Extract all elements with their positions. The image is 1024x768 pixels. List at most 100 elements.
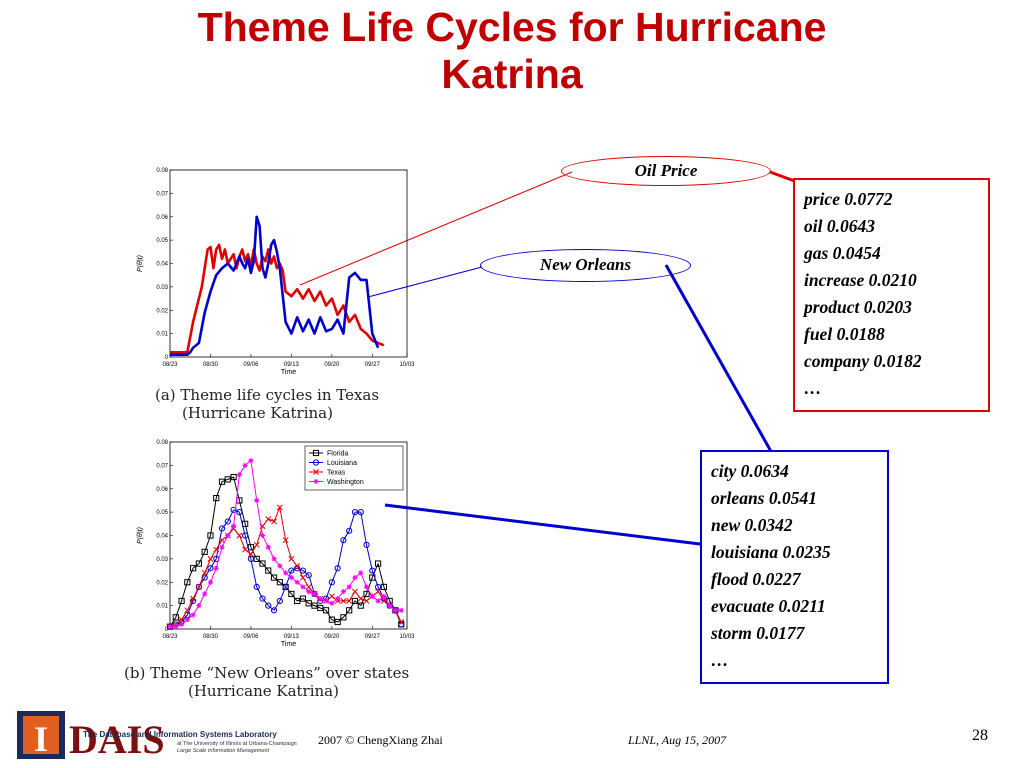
chart1-point-3-19 (277, 563, 283, 569)
chart1-point-1-5 (195, 583, 203, 591)
chart1-point-3-25 (311, 591, 318, 597)
chart1-point-3-35 (369, 593, 375, 599)
chart1-point-1-21 (288, 567, 295, 574)
chart1-point-1-11 (230, 506, 237, 513)
chart1-point-3-27 (323, 598, 329, 604)
chart0-xtick-label-6: 10/03 (399, 362, 415, 368)
chart1-point-0-29 (334, 618, 341, 626)
chart1-point-2-28 (328, 593, 335, 600)
chart1-point-3-1 (173, 624, 179, 630)
chart1-point-3-15 (254, 497, 260, 504)
footer-venue: LLNL, Aug 15, 2007 (628, 733, 727, 747)
chart1-point-0-21 (288, 590, 295, 598)
chart1-point-1-32 (351, 509, 359, 516)
chart1-point-3-26 (317, 596, 323, 602)
caption-texas: (a) Theme life cycles in Texas (Hurrican… (155, 386, 379, 422)
chart0-ytick-label-2: 0.02 (156, 308, 168, 314)
chart0-ytick-label-3: 0.03 (156, 285, 168, 291)
chart1-point-0-23 (299, 595, 307, 602)
new-orleans-term-5: evacuate 0.0211 (711, 596, 826, 616)
chart1-point-1-9 (218, 525, 226, 532)
chart1-xtick-label-3: 09/13 (284, 634, 300, 640)
chart1-point-0-10 (224, 476, 231, 483)
chart0-ylabel: P(θ|t) (137, 255, 144, 272)
chart1-point-2-33 (357, 595, 364, 602)
chart1-point-1-13 (242, 532, 249, 539)
chart-texas: 0 0.01 0.02 0.03 0.04 0.05 0.06 0.07 0.08 08/23 08… (137, 168, 415, 376)
chart1-point-2-18 (271, 518, 278, 525)
chart1-point-3-0 (167, 624, 173, 630)
chart1-legend-label-3: Washington (327, 479, 364, 486)
chart-new-orleans-states: 0 0.01 0.02 0.03 0.04 0.05 0.06 0.07 0.08 08/23 08… (137, 440, 415, 648)
chart1-point-0-1 (172, 614, 179, 621)
chart1-point-0-9 (218, 478, 226, 485)
chart1-point-0-28 (328, 616, 335, 623)
chart1-legend-marker-3 (313, 478, 319, 485)
chart1-point-0-19 (276, 579, 283, 586)
chart1-point-2-31 (346, 597, 353, 604)
chart1-ytick-label-8: 0.08 (156, 440, 168, 446)
chart1-legend-marker-2 (313, 469, 319, 475)
chart1-series-line-0 (169, 476, 402, 627)
chart1-point-1-33 (357, 509, 364, 516)
chart1-xlabel: Time (281, 641, 296, 648)
chart1-point-3-7 (207, 579, 214, 585)
chart1-point-2-22 (294, 562, 301, 569)
chart1-point-2-20 (282, 537, 289, 544)
chart1-point-1-23 (299, 567, 307, 574)
chart1-point-3-31 (346, 584, 352, 590)
chart1-point-3-20 (283, 570, 289, 576)
chart1-point-2-6 (201, 569, 208, 576)
chart1-ytick-label-2: 0.02 (156, 580, 168, 586)
chart1-xtick-label-5: 09/27 (365, 634, 381, 640)
chart1-point-3-32 (352, 574, 358, 581)
chart1-point-0-33 (357, 602, 364, 609)
footer-copyright: 2007 © ChengXiang Zhai (318, 733, 443, 747)
chart1-point-3-36 (375, 598, 381, 604)
chart1-point-3-30 (340, 589, 347, 595)
new-orleans-term-6: storm 0.0177 (711, 623, 805, 643)
chart0-xtick-label-5: 09/27 (365, 362, 381, 368)
chart1-point-1-28 (328, 579, 335, 586)
chart1-legend-label-2: Texas (327, 470, 346, 477)
chart1-point-2-30 (340, 597, 347, 604)
chart1-point-2-13 (242, 546, 249, 553)
chart0-ytick-label-1: 0.01 (156, 332, 168, 338)
chart1-point-2-15 (253, 541, 260, 548)
chart1-point-1-14 (247, 555, 255, 562)
chart0-series-0 (170, 243, 385, 354)
chart1-point-2-21 (288, 555, 295, 562)
chart1-point-2-8 (213, 546, 220, 553)
chart1-point-0-31 (346, 607, 353, 614)
chart1-point-1-30 (340, 537, 347, 544)
chart1-point-0-22 (294, 597, 301, 605)
chart1-point-1-10 (224, 518, 231, 525)
chart1-ytick-label-6: 0.06 (156, 487, 168, 493)
chart1-point-2-32 (352, 588, 358, 595)
oil-price-term-1: oil 0.0643 (804, 216, 875, 236)
chart1-point-3-10 (225, 532, 231, 539)
chart1-point-3-40 (398, 607, 404, 613)
chart1-ytick-label-5: 0.05 (156, 510, 168, 516)
oil-price-term-7: … (804, 378, 822, 398)
chart1-point-1-16 (259, 595, 266, 602)
chart1-point-2-14 (247, 551, 254, 558)
new-orleans-term-2: new 0.0342 (711, 515, 793, 535)
chart1-ytick-label-4: 0.04 (156, 534, 168, 540)
chart1-legend-label-1: Louisiana (327, 460, 357, 467)
chart1-point-3-22 (294, 579, 300, 585)
chart1-xtick-label-0: 08/23 (162, 634, 178, 640)
chart1-point-0-4 (190, 565, 197, 572)
oil-price-term-2: gas 0.0454 (804, 243, 881, 263)
chart1-point-3-21 (288, 574, 294, 581)
chart0-ytick-label-5: 0.05 (156, 238, 168, 244)
chart1-point-3-11 (230, 523, 237, 529)
caption-states-line2: (Hurricane Katrina) (188, 682, 339, 700)
chart0-series-1 (170, 215, 380, 356)
new-orleans-terms-box: city 0.0634 orleans 0.0541 new 0.0342 louis… (700, 450, 889, 684)
chart1-point-3-39 (392, 607, 399, 613)
chart1-point-3-24 (306, 589, 312, 595)
chart1-series-line-1 (169, 509, 402, 628)
logo-line3: Large Scale Information Management (177, 748, 269, 754)
